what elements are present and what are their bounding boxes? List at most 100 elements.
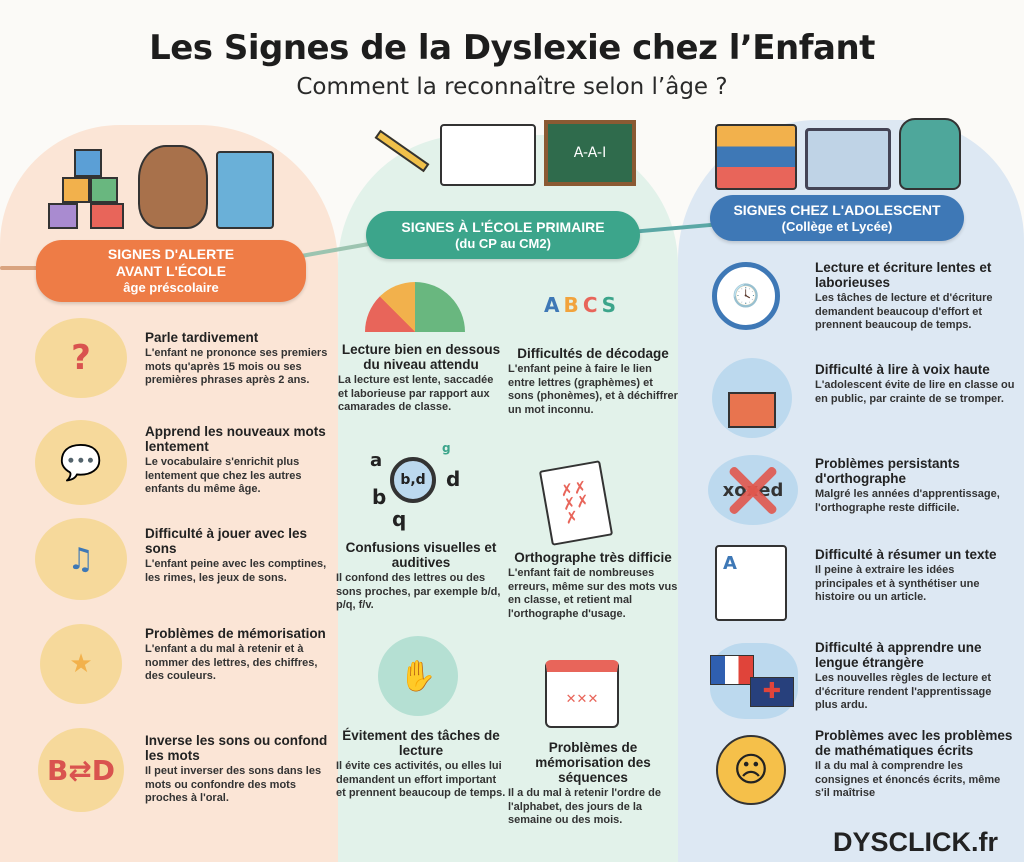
item-title: Évitement des tâches de lecture — [342, 728, 500, 758]
item-title: Difficulté à résumer un texte — [815, 547, 997, 562]
item-title: Difficulté à jouer avec les sons — [145, 526, 308, 556]
letter: b,d — [390, 457, 436, 503]
brand-logo: DYSCLICK.fr — [830, 827, 1000, 858]
item-text: Il confond des lettres ou des sons proch… — [336, 572, 501, 611]
badge-line: (Collège et Lycée) — [781, 218, 893, 234]
teen-badge: SIGNES CHEZ L'ADOLESCENT (Collège et Lyc… — [710, 195, 964, 241]
teen-illustration — [715, 118, 961, 190]
calendar-icon: ✕✕✕ — [545, 660, 619, 728]
item-title: Difficultés de décodage — [517, 346, 669, 361]
item-title: Apprend les nouveaux mots lentement — [145, 424, 326, 454]
item-title: Problèmes avec les problèmes de mathémat… — [815, 728, 1013, 758]
open-book-icon — [440, 124, 536, 186]
picture-book-icon — [216, 151, 274, 229]
letter: a — [370, 450, 383, 471]
laptop-icon — [805, 128, 891, 190]
list-item: Problèmes de mémorisation L'enfant a du … — [145, 626, 330, 684]
item-text: Il a du mal à comprendre les consignes e… — [815, 760, 1001, 799]
list-item: Difficulté à lire à voix haute L'adolesc… — [815, 362, 1015, 406]
item-title: Confusions visuelles et auditives — [345, 540, 497, 570]
item-text: Malgré les années d'apprentissage, l'ort… — [815, 488, 1000, 514]
item-title: Lecture et écriture lentes et laborieuse… — [815, 260, 992, 290]
confused-child-clock-icon: ? — [35, 318, 127, 398]
badge-line: SIGNES D'ALERTE — [107, 246, 235, 262]
blocks-icon — [48, 149, 130, 229]
list-item: Confusions visuelles et auditives Il con… — [336, 540, 506, 613]
list-item: Difficultés de décodage L'enfant peine à… — [508, 346, 678, 417]
list-item: Lecture et écriture lentes et laborieuse… — [815, 260, 1015, 333]
magnifier-letters-icon: a b,d d b q g — [370, 441, 470, 535]
badge-line: (du CP au CM2) — [455, 235, 551, 251]
primary-badge: SIGNES À L'ÉCOLE PRIMAIRE (du CP au CM2) — [366, 211, 640, 259]
item-text: Il a du mal à retenir l'ordre de l'alpha… — [508, 787, 661, 826]
list-item: Difficulté à jouer avec les sons L'enfan… — [145, 526, 330, 585]
item-title: Problèmes de mémorisation — [145, 626, 326, 641]
item-text: Les tâches de lecture et d'écriture dema… — [815, 292, 993, 331]
page-subtitle: Comment la reconnaître selon l’âge ? — [296, 74, 728, 100]
item-text: Le vocabulaire s'enrichit plus lentement… — [145, 456, 302, 495]
page-title: Les Signes de la Dyslexie chez l’Enfant — [149, 28, 875, 68]
item-title: Inverse les sons ou confond les mots — [145, 733, 328, 763]
preschool-badge: SIGNES D'ALERTE AVANT L'ÉCOLE âge présco… — [36, 240, 306, 302]
pencils-icon — [374, 129, 430, 173]
list-item: Apprend les nouveaux mots lentement Le v… — [145, 424, 330, 497]
backpack-icon — [899, 118, 961, 190]
item-text: L'enfant ne prononce ses premiers mots q… — [145, 347, 328, 386]
list-item: Inverse les sons ou confond les mots Il … — [145, 733, 330, 806]
item-title: Orthographe très difficie — [514, 550, 672, 565]
letter: d — [446, 467, 461, 491]
letter: A — [544, 293, 560, 317]
corrected-paper-icon: ✗✗ ✗✗ ✗ — [538, 460, 614, 546]
badge-line: SIGNES À L'ÉCOLE PRIMAIRE — [401, 218, 605, 235]
list-item: Évitement des tâches de lecture Il évite… — [336, 728, 506, 801]
item-text: L'enfant a du mal à retenir et à nommer … — [145, 643, 318, 682]
item-text: Il évite ces activités, ou elles lui dem… — [336, 760, 506, 799]
item-title: Problèmes de mémorisation des séquences — [535, 740, 651, 785]
timeline-connector — [0, 266, 40, 270]
item-title: Parle tardivement — [145, 330, 259, 345]
teddy-bear-icon — [138, 145, 208, 229]
flags-icon: ✚ — [710, 643, 798, 719]
teen-reading-icon — [712, 358, 792, 438]
item-text: L'enfant peine à faire le lien entre let… — [508, 363, 678, 416]
letter: g — [442, 441, 451, 455]
letters-sounds-icon: A B C S — [540, 272, 620, 338]
memory-cards-icon: ★ — [40, 624, 122, 704]
singing-child-icon: ♫ — [35, 518, 127, 600]
item-text: L'adolescent évite de lire en classe ou … — [815, 379, 1015, 405]
worried-face-icon: ☹ — [716, 735, 786, 805]
letter: B — [563, 293, 579, 317]
letter: S — [601, 293, 616, 317]
badge-line: SIGNES CHEZ L'ADOLESCENT — [733, 201, 941, 218]
badge-line: AVANT L'ÉCOLE — [115, 263, 227, 279]
list-item: Parle tardivement L'enfant ne prononce s… — [145, 330, 330, 388]
list-item: Problèmes avec les problèmes de mathémat… — [815, 728, 1015, 801]
list-item: Orthographe très difficie L'enfant fait … — [508, 550, 678, 621]
item-title: Problèmes persistants d'orthographe — [815, 456, 960, 486]
document-scroll-icon: A — [715, 545, 787, 621]
swap-letters-icon: B⇄D — [38, 728, 124, 812]
badge-line: âge préscolaire — [123, 280, 219, 295]
chalkboard-icon: A-A-I — [544, 120, 636, 186]
list-item: Difficulté à résumer un texte Il peine à… — [815, 547, 1015, 605]
item-title: Difficulté à apprendre une lengue étrang… — [815, 640, 982, 670]
primary-illustration: A-A-I — [372, 120, 636, 186]
item-text: Il peine à extraire les idées principale… — [815, 564, 980, 603]
crossed-word-icon: xoxed — [708, 455, 798, 525]
letter: q — [392, 507, 407, 531]
item-text: La lecture est lente, saccadée et labori… — [338, 374, 494, 413]
preschool-illustration — [48, 145, 274, 229]
letter: b — [372, 485, 387, 509]
item-text: L'enfant peine avec les comptines, les r… — [145, 558, 327, 584]
list-item: Difficulté à apprendre une lengue étrang… — [815, 640, 1015, 713]
item-title: Difficulté à lire à voix haute — [815, 362, 990, 377]
child-refusing-book-icon: ✋ — [378, 636, 458, 716]
list-item: Problèmes persistants d'orthographe Malg… — [815, 456, 1015, 515]
item-title: Lecture bien en dessous du niveau attend… — [341, 342, 501, 372]
item-text: Il peut inverser des sons dans les mots … — [145, 765, 322, 804]
clock-pen-icon: 🕓 — [712, 262, 780, 330]
item-text: L'enfant fait de nombreuses erreurs, mêm… — [508, 567, 678, 620]
list-item: Lecture bien en dessous du niveau attend… — [336, 342, 506, 415]
books-stack-icon — [715, 124, 797, 190]
item-text: Les nouvelles règles de lecture et d'écr… — [815, 672, 992, 711]
